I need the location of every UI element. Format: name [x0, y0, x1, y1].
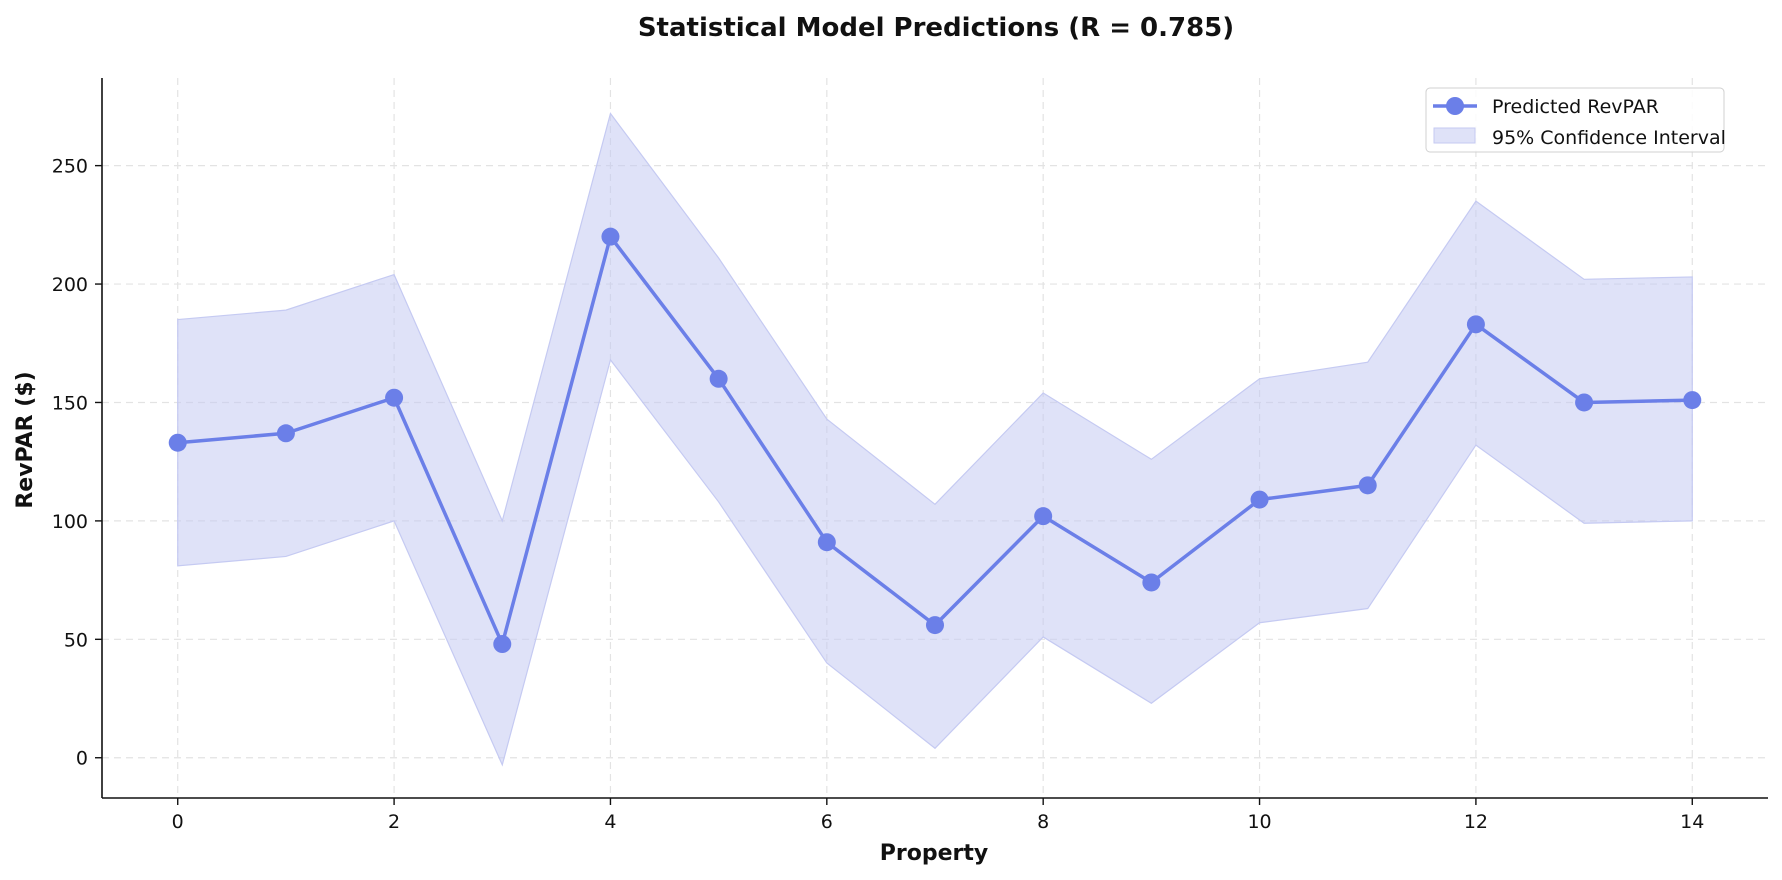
data-point	[709, 369, 728, 388]
legend-label-confidence: 95% Confidence Interval	[1492, 127, 1726, 149]
legend-label-predicted: Predicted RevPAR	[1492, 96, 1659, 118]
x-tick-label: 12	[1464, 811, 1488, 833]
legend-frame	[1425, 87, 1725, 153]
legend-marker-swatch	[1446, 97, 1464, 115]
data-point	[1683, 391, 1702, 410]
data-point	[926, 616, 944, 635]
confidence-band	[177, 112, 1693, 767]
y-tick-label: 100	[52, 511, 88, 533]
x-tick-label: 10	[1247, 811, 1271, 833]
x-tick-label: 0	[172, 811, 184, 833]
data-point	[1358, 476, 1377, 495]
y-tick-label: 200	[52, 274, 88, 296]
x-tick-label: 4	[604, 811, 616, 833]
y-tick-label: 0	[76, 748, 88, 770]
y-tick-label: 250	[52, 156, 88, 178]
data-point	[817, 533, 836, 552]
y-axis-label: RevPAR ($)	[13, 371, 38, 508]
confidence-band-layer	[177, 112, 1693, 767]
data-point	[1034, 507, 1053, 526]
data-point	[493, 635, 512, 654]
x-tick-label: 6	[821, 811, 833, 833]
data-point	[276, 424, 295, 443]
data-point	[1466, 315, 1485, 334]
x-tick-label: 14	[1680, 811, 1704, 833]
axes: 0 2 4 6 8 10 12 14 0 50 100 150 200 250	[52, 78, 1768, 833]
data-point	[1250, 490, 1269, 509]
data-point	[168, 433, 187, 452]
x-axis-label: Property	[880, 841, 988, 866]
data-point	[1575, 393, 1594, 412]
legend: Predicted RevPAR 95% Confidence Interval	[1425, 87, 1726, 153]
y-tick-label: 50	[64, 629, 88, 651]
data-point	[385, 388, 404, 407]
x-tick-label: 8	[1037, 811, 1049, 833]
y-tick-label: 150	[52, 392, 88, 414]
chart-title: Statistical Model Predictions (R = 0.785…	[638, 13, 1234, 43]
x-tick-label: 2	[388, 811, 400, 833]
data-point	[601, 227, 620, 246]
legend-band-swatch	[1433, 127, 1476, 144]
data-point	[1142, 573, 1161, 592]
series-line-layer	[168, 227, 1702, 654]
